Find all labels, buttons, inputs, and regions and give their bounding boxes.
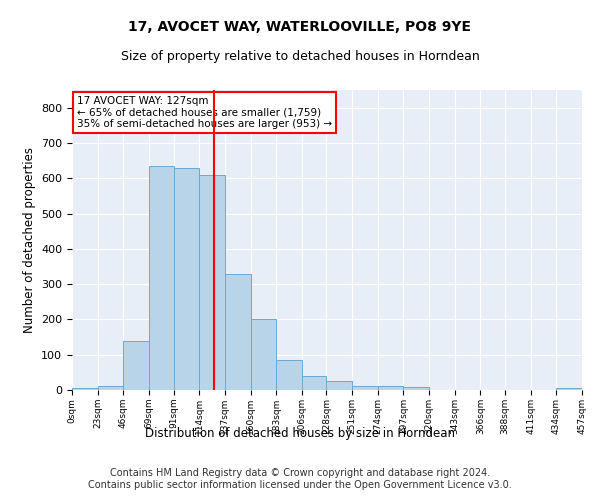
- Bar: [276, 360, 302, 390]
- Text: 17 AVOCET WAY: 127sqm
← 65% of detached houses are smaller (1,759)
35% of semi-d: 17 AVOCET WAY: 127sqm ← 65% of detached …: [77, 96, 332, 129]
- Bar: [225, 274, 251, 390]
- Text: Distribution of detached houses by size in Horndean: Distribution of detached houses by size …: [145, 428, 455, 440]
- Bar: [98, 386, 124, 390]
- Text: Contains HM Land Registry data © Crown copyright and database right 2024.
Contai: Contains HM Land Registry data © Crown c…: [88, 468, 512, 490]
- Bar: [251, 320, 276, 390]
- Bar: [124, 340, 149, 390]
- Bar: [326, 381, 352, 390]
- Bar: [302, 376, 326, 390]
- Y-axis label: Number of detached properties: Number of detached properties: [23, 147, 35, 333]
- Bar: [199, 174, 225, 390]
- Text: 17, AVOCET WAY, WATERLOOVILLE, PO8 9YE: 17, AVOCET WAY, WATERLOOVILLE, PO8 9YE: [128, 20, 472, 34]
- Text: Size of property relative to detached houses in Horndean: Size of property relative to detached ho…: [121, 50, 479, 63]
- Bar: [403, 387, 429, 390]
- Bar: [378, 386, 403, 390]
- Bar: [72, 388, 98, 390]
- Bar: [556, 388, 582, 390]
- Bar: [149, 166, 173, 390]
- Bar: [173, 168, 199, 390]
- Bar: [352, 386, 378, 390]
